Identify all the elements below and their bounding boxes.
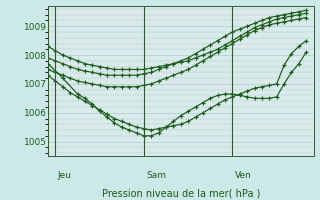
Text: Jeu: Jeu xyxy=(58,171,72,180)
Text: Sam: Sam xyxy=(146,171,166,180)
Text: Ven: Ven xyxy=(235,171,252,180)
Text: Pression niveau de la mer( hPa ): Pression niveau de la mer( hPa ) xyxy=(102,189,260,199)
